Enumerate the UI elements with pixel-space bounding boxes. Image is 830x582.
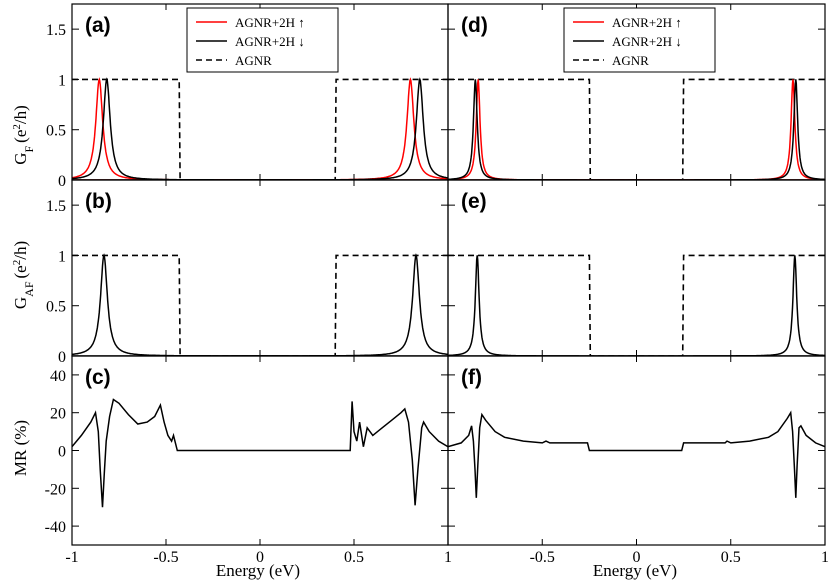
xtick-label-c-2: 0 <box>256 549 264 566</box>
peak-d-0 <box>448 79 825 180</box>
gaf-unit-end: /h) <box>11 241 30 260</box>
gf-unit: (e <box>11 130 30 143</box>
ytick-label-b-0: 0 <box>58 349 66 366</box>
plot-area-c <box>72 398 448 508</box>
series-agnr-e <box>448 254 825 356</box>
frame-b <box>71 179 449 357</box>
plot-area-a <box>72 77 448 180</box>
peak-d-3 <box>448 79 825 180</box>
legend-text-a-1: AGNR+2H ↓ <box>235 34 305 49</box>
gaf-sup: 2 <box>11 260 23 266</box>
frame-e <box>447 179 826 357</box>
legend-text-d-2: AGNR <box>612 53 649 68</box>
gaf-main: G <box>11 297 30 309</box>
peak-a-2 <box>72 77 448 180</box>
panel-a: 0 0.5 1 1.5 (a) AGNR+2H ↑ AGNR+2H ↓ AGNR <box>46 3 449 190</box>
y-axis-label-gaf: GAF (e2/h) <box>11 241 36 309</box>
xtick-label-c-1: -0.5 <box>153 549 178 566</box>
ytick-label-c-2: 0 <box>58 444 66 461</box>
peak-b-1 <box>72 253 448 356</box>
peak-e-1 <box>448 255 825 356</box>
svg-text:GF(e2/h): GF (e2/h) <box>11 105 36 165</box>
y-axis-label-gf: GF (e2/h) <box>11 105 36 165</box>
ytick-label-b-3: 1.5 <box>46 198 66 215</box>
panel-label-d: (d) <box>461 14 488 37</box>
panel-f: -0.5 0 0.5 1 (f) <box>447 355 829 566</box>
gf-sub: F <box>22 146 36 153</box>
ytick-label-c-4: 40 <box>50 368 66 385</box>
panel-label-e: (e) <box>461 190 487 213</box>
peak-a-3 <box>72 77 448 180</box>
series-mr-f <box>448 410 825 498</box>
svg-text:GAF(e2/h): GAF (e2/h) <box>11 241 36 309</box>
plot-area-d <box>448 78 825 180</box>
xtick-label-f-2: 0 <box>633 549 641 566</box>
ytick-label-b-1: 0.5 <box>46 299 66 316</box>
peak-a-0 <box>72 77 448 180</box>
panel-d: (d) AGNR+2H ↑ AGNR+2H ↓ AGNR <box>447 3 826 181</box>
ytick-label-a-0: 0 <box>58 173 66 190</box>
gf-unit-end: /h) <box>11 105 30 124</box>
panel-label-b: (b) <box>85 190 112 213</box>
legend-d: AGNR+2H ↑ AGNR+2H ↓ AGNR <box>563 7 716 73</box>
xtick-label-f-4: 1 <box>821 549 829 566</box>
peak-a-1 <box>72 77 448 180</box>
ytick-label-c-1: -20 <box>45 481 66 498</box>
plot-area-f <box>448 410 825 498</box>
plot-area-b <box>72 253 448 356</box>
gf-sup: 2 <box>11 124 23 130</box>
panels-layer: 0 0.5 1 1.5 (a) AGNR+2H ↑ AGNR+2H ↓ AGNR 0 0.5 1 1.… <box>45 3 829 566</box>
x-axis-label-left: Energy (eV) <box>216 561 300 580</box>
legend-text-d-0: AGNR+2H ↑ <box>612 15 682 30</box>
gf-main: G <box>11 153 30 165</box>
legend-text-d-1: AGNR+2H ↓ <box>612 34 682 49</box>
series-mr-c <box>72 398 448 508</box>
series-agnr-b <box>72 254 448 356</box>
ytick-label-b-2: 1 <box>58 248 66 265</box>
panel-b: 0 0.5 1 1.5 (b) <box>46 179 449 366</box>
peak-d-1 <box>448 79 825 180</box>
ytick-label-c-3: 20 <box>50 406 66 423</box>
peak-e-0 <box>448 255 825 356</box>
series-agnr-d <box>448 78 825 180</box>
gaf-sub: AF <box>22 281 36 297</box>
plot-area-e <box>448 254 825 356</box>
legend-a: AGNR+2H ↑ AGNR+2H ↓ AGNR <box>186 7 339 73</box>
panel-label-a: (a) <box>85 14 111 37</box>
xtick-label-c-3: 0.5 <box>344 549 364 566</box>
peak-d-2 <box>448 79 825 180</box>
series-agnr-a <box>72 78 448 180</box>
gaf-unit: (e <box>11 265 30 278</box>
panel-label-f: (f) <box>461 366 482 389</box>
panel-e: (e) <box>447 179 826 357</box>
xtick-label-c-0: -1 <box>65 549 78 566</box>
ytick-label-a-2: 1 <box>58 72 66 89</box>
x-axis-label-right: Energy (eV) <box>593 561 677 580</box>
peak-b-0 <box>72 253 448 356</box>
xtick-label-c-4: 1 <box>444 549 452 566</box>
y-axis-label-mr: MR (%) <box>11 420 30 476</box>
panel-label-c: (c) <box>85 366 111 389</box>
ytick-label-c-0: -40 <box>45 519 66 536</box>
legend-text-a-0: AGNR+2H ↑ <box>235 15 305 30</box>
legend-text-a-2: AGNR <box>235 53 272 68</box>
xtick-label-f-1: -0.5 <box>530 549 555 566</box>
xtick-label-f-3: 0.5 <box>721 549 741 566</box>
legend-box-a <box>186 7 339 73</box>
panel-c: -40 -20 0 20 40 -1 -0.5 0 0.5 1 (c) <box>45 355 452 566</box>
ytick-label-a-1: 0.5 <box>46 123 66 140</box>
legend-box-d <box>563 7 716 73</box>
ytick-label-a-3: 1.5 <box>46 22 66 39</box>
